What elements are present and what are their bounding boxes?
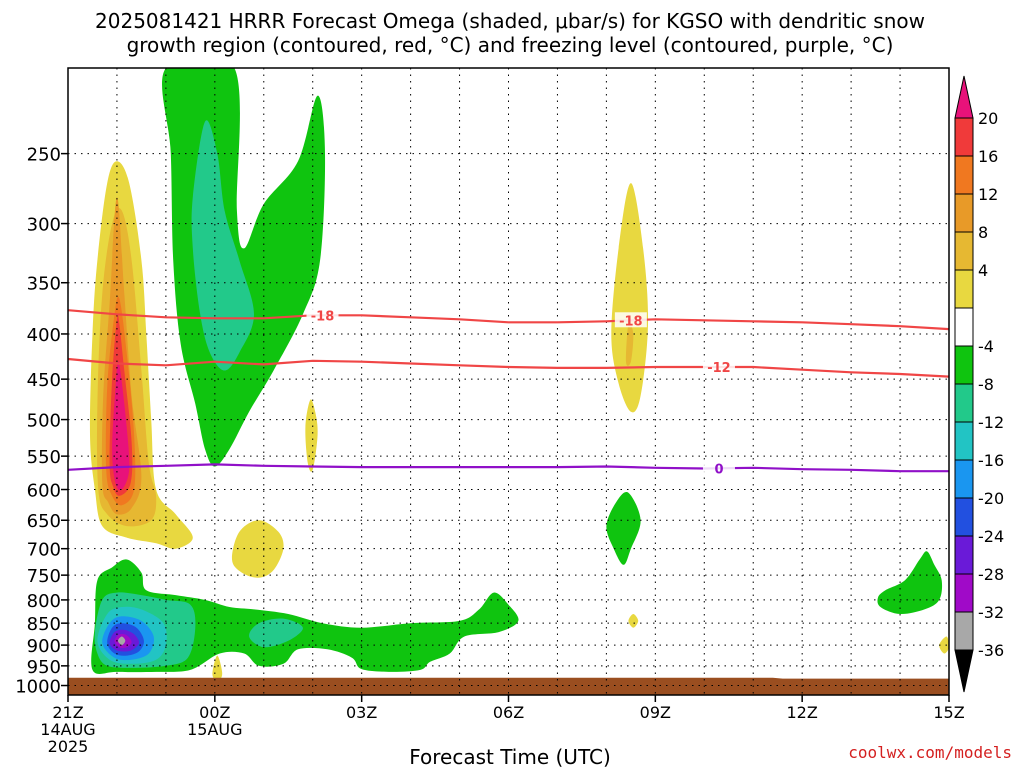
contour-label-bg [702,460,735,476]
colorbar-segment [954,307,974,347]
omega-region-14 [191,120,254,371]
colorbar-label: 16 [978,147,998,166]
colorbar-label: -36 [978,641,1004,660]
y-tick-label: 650 [27,511,61,532]
contour-label: -18 [311,309,335,324]
colorbar-segment [954,193,974,233]
colorbar-segment [954,117,974,157]
y-tick-label: 550 [27,447,61,468]
contour-label: -18 [619,314,643,329]
omega-region-7 [305,399,318,472]
colorbar-segment [954,231,974,271]
colorbar-label: -24 [978,527,1004,546]
y-tick-label: 700 [27,540,61,561]
y-tick-label: 350 [27,274,61,295]
contour-dendritic_-12 [67,357,950,378]
contour-label-bg [306,307,339,323]
colorbar-segment [954,421,974,461]
omega-region-12 [939,636,949,654]
colorbar-segment [954,345,974,385]
omega-region-8 [212,655,223,682]
colorbar-segment [954,383,974,423]
y-tick-label: 850 [27,614,61,635]
colorbar-segment [954,459,974,499]
colorbar-bottom-triangle [954,649,974,693]
colorbar-label: 20 [978,109,998,128]
y-tick-label: 800 [27,591,61,612]
colorbar-label: 12 [978,185,998,204]
colorbar-segment [954,497,974,537]
colorbar-label: -12 [978,413,1004,432]
y-tick-label: 950 [27,657,61,678]
omega-region-25 [877,551,943,615]
y-tick-label: 600 [27,481,61,502]
omega-region-17 [249,618,303,648]
x-tick-label: 06Z [493,703,524,722]
colorbar-label: -16 [978,451,1004,470]
colorbar-label: -8 [978,375,994,394]
y-tick-label: 300 [27,215,61,236]
credit-link[interactable]: coolwx.com/models [848,743,1012,762]
x-tick-label: 15Z [933,703,964,722]
omega-colorbar: 20 16 12 8 4 -4 -8 -12 -16 -20 -24 -28 -32 -36 [954,75,1004,693]
x-tick-label: 12Z [787,703,818,722]
y-tick-label: 500 [27,411,61,432]
contour-label-bg [702,359,735,375]
y-tick-label: 250 [27,145,61,166]
contour-dendritic_-18 [67,309,950,331]
omega-region-23 [117,636,126,646]
contour-label-bg [614,312,647,328]
colorbar-segment [954,269,974,309]
contour-layer: -18 -18 -12 0 [67,307,950,477]
chart-title-line1: 2025081421 HRRR Forecast Omega (shaded, … [95,9,925,33]
omega-region-24 [606,491,641,565]
contour-label: 0 [714,462,723,477]
x-tick-label: 14AUG [40,720,95,739]
colorbar-label: -20 [978,489,1004,508]
colorbar-segment [954,535,974,575]
colorbar-segment [954,573,974,613]
x-tick-label: 03Z [346,703,377,722]
x-tick-label: 00Z [199,703,230,722]
x-tick-label: 15AUG [187,720,242,739]
y-tick-label: 750 [27,566,61,587]
y-tick-label: 450 [27,370,61,391]
x-tick-label: 2025 [48,737,89,756]
colorbar-label: -28 [978,565,1004,584]
grid-layer [68,68,949,695]
colorbar-label: 4 [978,261,988,280]
omega-region-5 [112,361,130,491]
x-tick-label: 09Z [640,703,671,722]
colorbar-segment [954,155,974,195]
x-axis-label: Forecast Time (UTC) [409,745,611,768]
y-tick-label: 400 [27,325,61,346]
colorbar-label: -32 [978,603,1004,622]
colorbar-label: -4 [978,337,994,356]
y-axis: 2503003504004505005506006507007508008509… [15,145,68,698]
y-tick-label: 900 [27,636,61,657]
colorbar-label: 8 [978,223,988,242]
y-tick-label: 1000 [15,677,61,698]
omega-region-9 [611,183,649,413]
x-tick-label: 21Z [52,703,83,722]
contour-label: -12 [707,361,731,376]
colorbar-segment [954,611,974,651]
chart-title-line2: growth region (contoured, red, °C) and f… [127,33,894,57]
omega-region-11 [628,614,639,628]
contour-freezing_level_0 [67,463,949,473]
